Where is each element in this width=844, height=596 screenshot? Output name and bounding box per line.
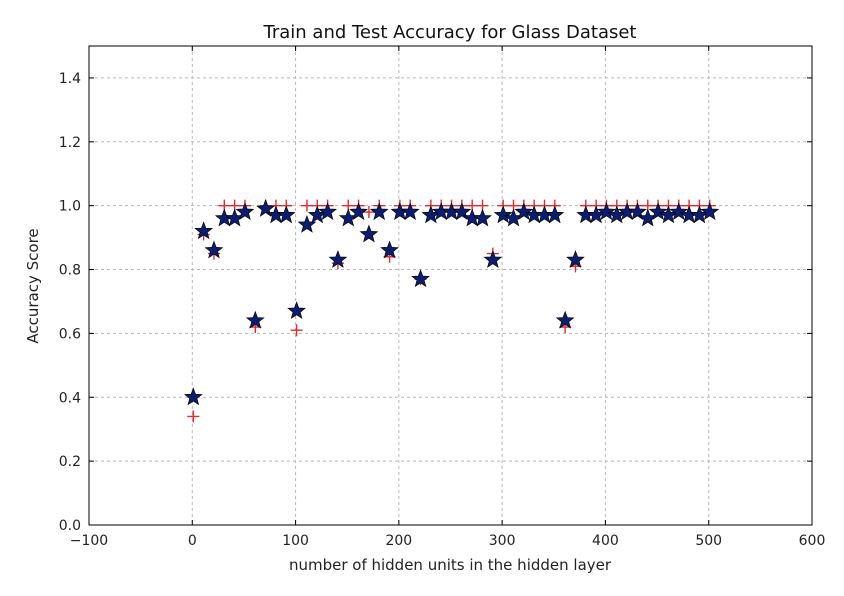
star-point — [276, 205, 296, 224]
x-tick-label: 300 — [489, 533, 516, 549]
y-tick-label: 1.2 — [59, 135, 81, 151]
y-tick-label: 0.8 — [59, 263, 81, 279]
y-tick-label: 0.0 — [59, 518, 81, 534]
y-axis-title: Accuracy Score — [24, 228, 42, 343]
plus-point — [187, 410, 200, 423]
x-tick-label: 500 — [695, 533, 722, 549]
y-tick-label: 1.4 — [59, 71, 81, 87]
star-point — [421, 205, 441, 224]
star-point — [483, 250, 503, 268]
star-point — [545, 205, 565, 224]
x-tick-label: 600 — [799, 533, 826, 549]
star-point — [256, 199, 275, 217]
y-tick-label: 0.2 — [59, 454, 81, 470]
star-point — [400, 202, 420, 221]
star-point — [235, 202, 255, 221]
axis-ticks: −100 0 100 200 300 400 500 600 0.0 0.2 0.4 0.6 0.8 1.… — [59, 46, 826, 549]
star-point — [349, 202, 368, 221]
x-tick-label: 0 — [188, 533, 197, 549]
star-point — [607, 205, 627, 224]
star-point — [411, 269, 430, 288]
y-tick-label: 0.6 — [59, 326, 81, 342]
star-point — [493, 205, 513, 224]
x-axis-title: number of hidden units in the hidden lay… — [289, 556, 612, 574]
grid — [89, 46, 812, 525]
star-point — [328, 250, 348, 268]
star-point — [380, 240, 399, 259]
star-point — [555, 310, 575, 329]
data-marks — [183, 199, 720, 423]
y-tick-label: 1.0 — [59, 199, 81, 215]
star-point — [700, 202, 720, 221]
plus-series — [187, 199, 716, 423]
star-point — [369, 202, 389, 221]
star-point — [669, 202, 689, 221]
star-point — [287, 301, 306, 320]
y-tick-label: 0.4 — [59, 390, 81, 406]
star-point — [659, 205, 678, 224]
plus-point — [300, 199, 313, 212]
star-point — [473, 208, 492, 227]
star-point — [307, 205, 327, 224]
star-point — [194, 221, 214, 240]
star-point — [628, 202, 647, 221]
star-point — [566, 250, 585, 268]
star-point — [204, 240, 224, 259]
plot-frame — [88, 45, 813, 526]
star-point — [514, 202, 534, 221]
star-point — [318, 202, 337, 221]
x-tick-label: 100 — [282, 533, 309, 549]
star-point — [183, 387, 203, 406]
x-tick-label: 200 — [385, 533, 412, 549]
plus-point — [362, 206, 375, 219]
star-point — [597, 202, 616, 221]
star-point — [245, 310, 265, 329]
x-tick-label: −100 — [70, 533, 108, 549]
plus-point — [290, 324, 303, 337]
star-point — [452, 202, 472, 221]
star-point — [648, 202, 668, 221]
star-point — [359, 224, 379, 243]
chart-title: Train and Test Accuracy for Glass Datase… — [263, 22, 637, 43]
x-tick-label: 400 — [592, 533, 619, 549]
star-series — [183, 199, 720, 406]
